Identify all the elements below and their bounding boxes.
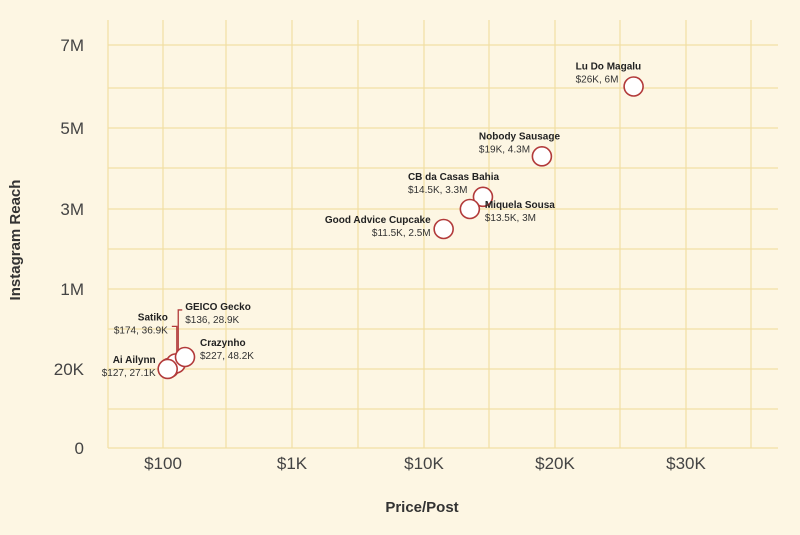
leader-lines (171, 309, 183, 360)
x-tick-label: $30K (666, 454, 706, 473)
y-tick-label: 5M (60, 119, 84, 138)
data-point (433, 218, 454, 240)
leader-line (177, 309, 183, 360)
data-point (623, 76, 644, 97)
x-tick-label: $100 (144, 454, 182, 473)
y-axis-title: Instagram Reach (7, 180, 24, 301)
x-axis: $100 $1K $10K $20K $30K (144, 454, 706, 473)
point-name-label: GEICO Gecko (185, 302, 251, 313)
data-point (459, 198, 481, 220)
leader-line (171, 325, 178, 356)
point-name-label: Lu Do Magalu (576, 62, 642, 73)
x-tick-label: $10K (404, 454, 444, 473)
data-point (531, 146, 553, 167)
point-value-label: $136, 28.9K (185, 315, 239, 326)
point-name-label: Good Advice Cupcake (325, 215, 431, 226)
x-tick-label: $20K (535, 454, 575, 473)
point-value-label: $174, 36.9K (114, 325, 168, 336)
point-value-label: $26K, 6M (576, 75, 619, 86)
point-value-label: $19K, 4.3M (479, 144, 530, 155)
y-tick-label: 3M (60, 200, 84, 219)
grid (107, 20, 778, 449)
point-value-label: $127, 27.1K (102, 368, 156, 379)
data-point (174, 346, 196, 368)
data-points (157, 76, 644, 380)
y-tick-label: 20K (54, 360, 85, 379)
y-tick-label: 1M (60, 280, 84, 299)
point-name-label: CB da Casas Bahia (408, 172, 500, 183)
y-axis: 0 20K 1M 3M 5M 7M (54, 36, 85, 458)
data-point (157, 358, 178, 380)
x-axis-title: Price/Post (385, 499, 458, 516)
point-name-label: Crazynho (200, 338, 246, 349)
point-name-label: Miquela Sousa (485, 200, 555, 211)
point-value-label: $227, 48.2K (200, 351, 254, 362)
point-name-label: Nobody Sausage (479, 131, 561, 142)
point-name-label: Satiko (138, 312, 168, 323)
y-tick-label: 0 (75, 439, 84, 458)
point-value-label: $13.5K, 3M (485, 213, 536, 224)
point-value-label: $14.5K, 3.3M (408, 185, 467, 196)
x-tick-label: $1K (277, 454, 308, 473)
y-tick-label: 7M (60, 36, 84, 55)
point-value-label: $11.5K, 2.5M (372, 228, 431, 239)
data-labels: Lu Do Magalu $26K, 6M Nobody Sausage $19K, … (102, 62, 641, 379)
data-point (472, 186, 494, 208)
point-name-label: Ai Ailynn (113, 355, 156, 366)
